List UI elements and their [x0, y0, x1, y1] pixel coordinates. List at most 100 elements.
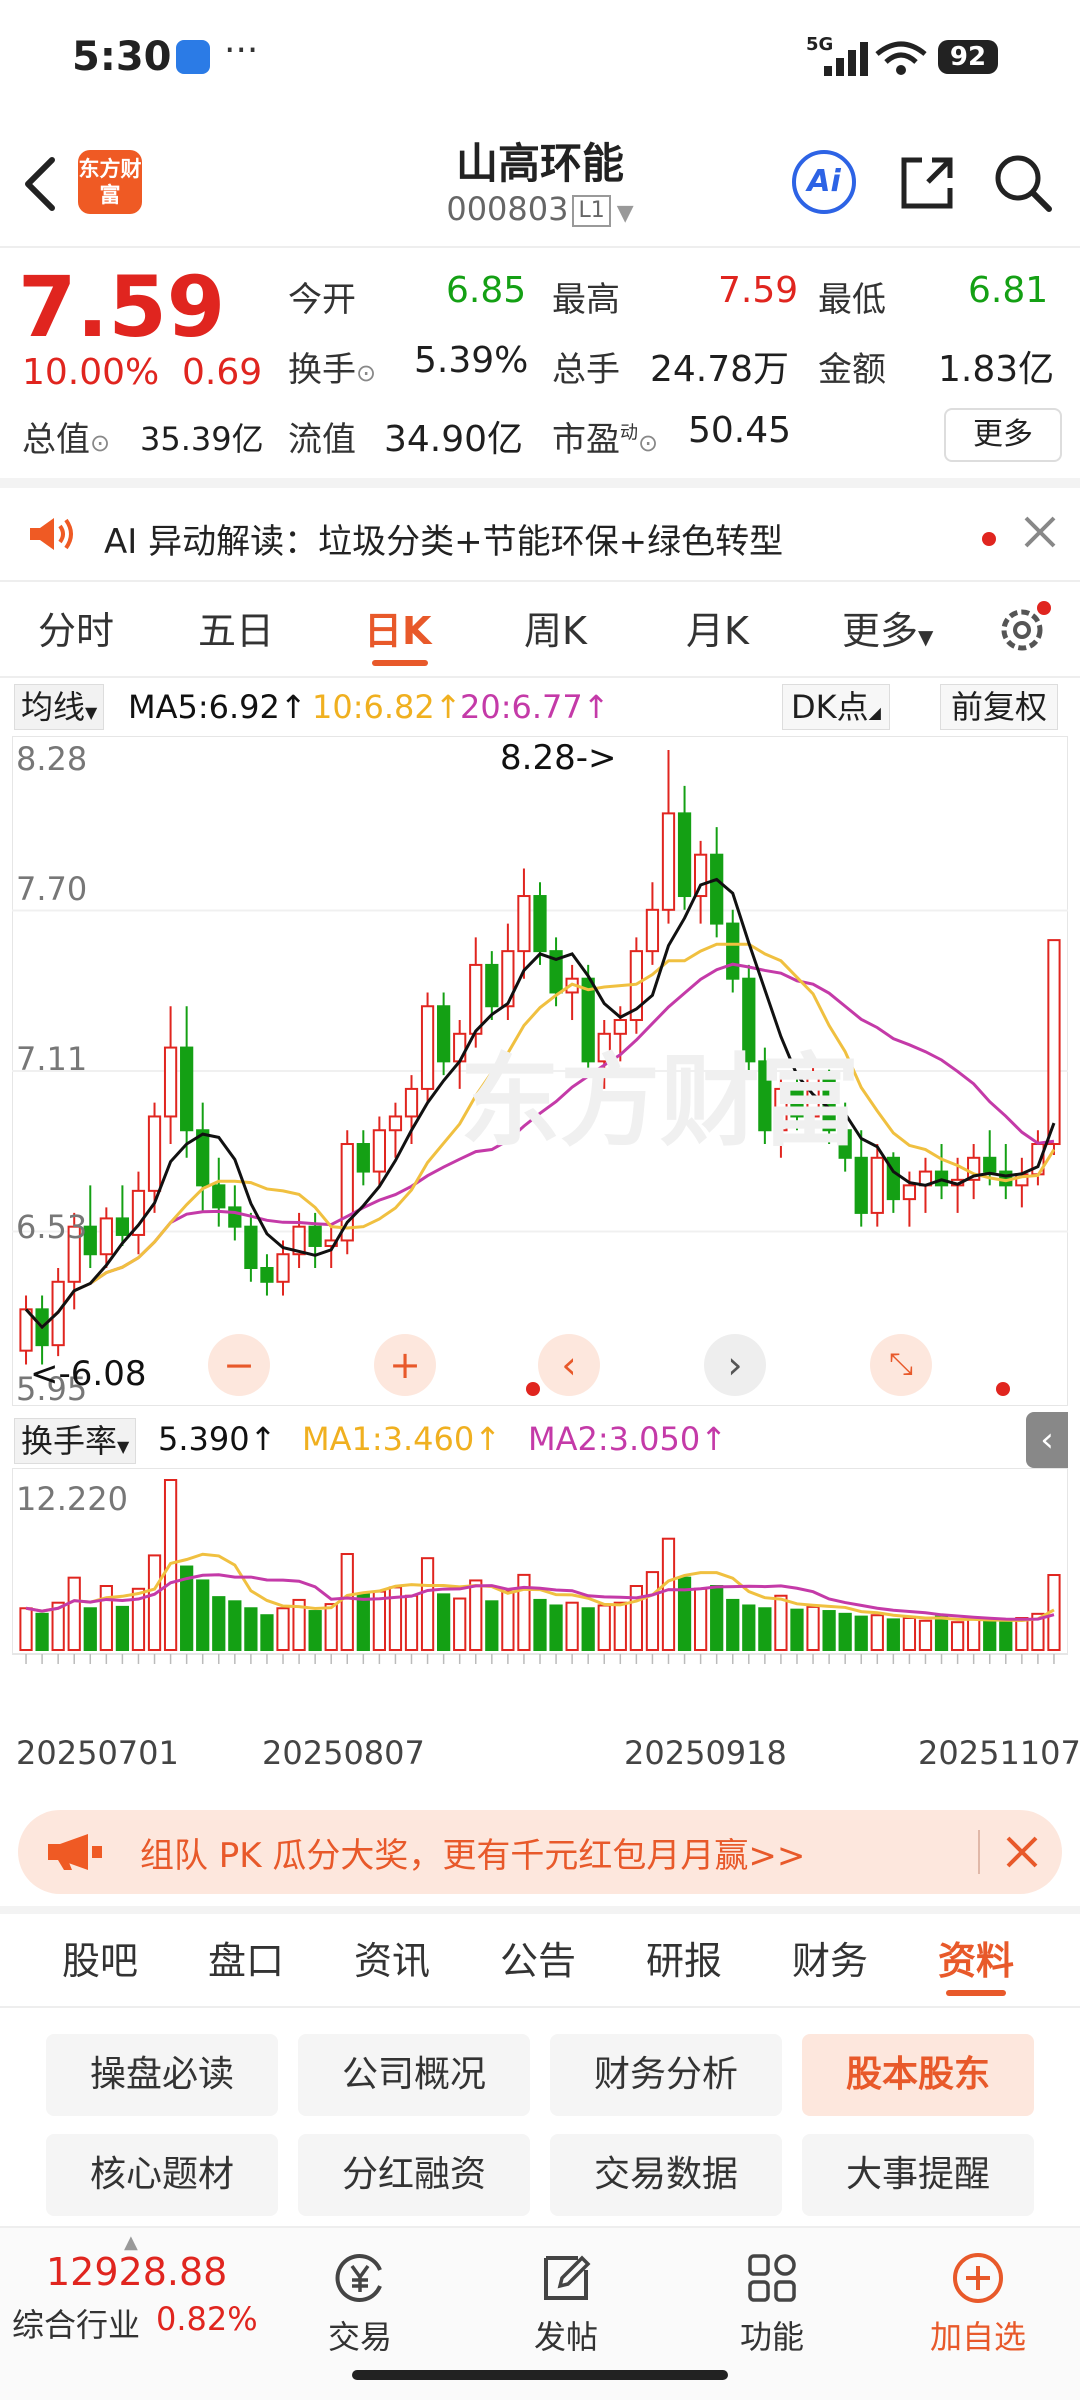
gear-icon[interactable] [996, 600, 1052, 656]
yuan-circle-icon [335, 2254, 382, 2302]
tab-announcements[interactable]: 公告 [500, 1939, 577, 1983]
candle-body [742, 977, 756, 1063]
candle-body [774, 1087, 788, 1132]
home-indicator [352, 2370, 728, 2380]
candle-body [1047, 939, 1061, 1146]
ma-select[interactable]: 均线▼ [14, 684, 105, 730]
event-marker[interactable] [526, 1382, 540, 1396]
btn-financial-analysis[interactable]: 财务分析 [550, 2034, 782, 2116]
candle-body [967, 1156, 981, 1181]
btn-event-reminders[interactable]: 大事提醒 [802, 2134, 1034, 2216]
turnover-bar [356, 1593, 370, 1651]
candle-body [163, 1046, 178, 1118]
candle-body [420, 1005, 435, 1090]
btn-company-overview[interactable]: 公司概况 [298, 2034, 530, 2116]
turnover-bar [83, 1607, 97, 1651]
turnover-bar [437, 1593, 451, 1651]
index-value[interactable]: 12928.88 [46, 2250, 228, 2294]
tab-research[interactable]: 研报 [646, 1939, 723, 1983]
close-icon[interactable] [1022, 514, 1058, 550]
btn-core-themes[interactable]: 核心题材 [46, 2134, 278, 2216]
high-label: 最高 [552, 280, 620, 320]
nav-trade[interactable]: 交易 [300, 2250, 420, 2358]
tab-more-periods[interactable]: 更多▼ [842, 609, 934, 653]
turnover-label: 换手⊙ [288, 350, 377, 390]
tab-profile[interactable]: 资料 [938, 1939, 1015, 1983]
nav-divider [0, 2226, 1080, 2228]
tab-guba[interactable]: 股吧 [62, 1939, 139, 1983]
turnover-bar [629, 1585, 643, 1651]
section-gap [0, 1906, 1080, 1914]
tab-news[interactable]: 资讯 [354, 1939, 431, 1983]
close-icon[interactable] [1004, 1834, 1040, 1870]
ma2-value: MA2:3.050↑ [528, 1420, 728, 1458]
turnover-bar [983, 1619, 997, 1652]
adjust-button[interactable]: 前复权 [940, 684, 1059, 730]
nav-add-watchlist[interactable]: 加自选 [918, 2250, 1038, 2358]
turnover-bar [276, 1607, 290, 1651]
chevron-up-icon[interactable]: ▲ [124, 2232, 138, 2253]
ma1-value: MA1:3.460↑ [302, 1420, 502, 1458]
back-arrow-icon[interactable] [20, 156, 60, 212]
turnover-bar [854, 1615, 868, 1651]
expand-panel-tab[interactable]: ‹ [1026, 1412, 1068, 1468]
scroll-right-button[interactable]: › [704, 1334, 766, 1396]
open-label: 今开 [288, 280, 356, 320]
nav-functions[interactable]: 功能 [712, 2250, 832, 2358]
candle-body [212, 1184, 226, 1209]
zoom-out-button[interactable]: − [208, 1334, 270, 1396]
turnover-chart[interactable] [12, 1468, 1068, 1788]
btn-trading-essentials[interactable]: 操盘必读 [46, 2034, 278, 2116]
turnover-bar [228, 1600, 242, 1651]
btn-shareholders[interactable]: 股本股东 [802, 2034, 1034, 2116]
candle-body [196, 1129, 210, 1187]
tab-monthly-k[interactable]: 月K [686, 609, 749, 653]
ai-assistant-button[interactable]: Ai [792, 150, 856, 214]
btn-trading-data[interactable]: 交易数据 [550, 2134, 782, 2216]
edit-icon [544, 2255, 591, 2300]
chevron-down-icon: ◢ [868, 703, 881, 722]
candle-body [693, 853, 708, 898]
tab-daily-k[interactable]: 日K [364, 609, 432, 653]
event-marker[interactable] [996, 1382, 1010, 1396]
level-badge: L1 [572, 195, 611, 227]
tab-finance[interactable]: 财务 [792, 1939, 869, 1983]
high-value: 7.59 [718, 270, 799, 311]
turnover-bar [677, 1576, 692, 1651]
kline-chart[interactable] [12, 736, 1068, 1406]
stock-code-row[interactable]: 000803 L1 ▼ [0, 190, 1080, 228]
tab-weekly-k[interactable]: 周K [524, 609, 587, 653]
btn-dividends-financing[interactable]: 分红融资 [298, 2134, 530, 2216]
promo-banner[interactable]: 组队 PK 瓜分大奖，更有千元红包月月赢>> [18, 1810, 1062, 1894]
turnover-bar [115, 1605, 130, 1651]
share-icon[interactable] [896, 152, 958, 214]
candle-body [147, 1115, 162, 1192]
dk-point-button[interactable]: DK点◢ [782, 684, 890, 730]
chevron-down-icon: ▼ [918, 625, 934, 649]
zoom-in-button[interactable]: + [374, 1334, 436, 1396]
stock-code: 000803 [446, 190, 569, 228]
info-icon: ⊙ [90, 429, 111, 457]
amount-value: 1.83亿 [938, 349, 1055, 390]
more-quote-button[interactable]: 更多 [944, 408, 1062, 462]
y-tick-4: 6.53 [16, 1208, 88, 1246]
turnover-bar [340, 1553, 354, 1651]
nav-post[interactable]: 发帖 [506, 2250, 626, 2358]
tab-five-day[interactable]: 五日 [198, 609, 275, 653]
scroll-left-button[interactable]: ‹ [538, 1334, 600, 1396]
watermark: 东方财富 [460, 1043, 860, 1160]
fullscreen-button[interactable]: ⤡ [870, 1334, 932, 1396]
ai-anomaly-banner[interactable]: AI 异动解读：垃圾分类+节能环保+绿色转型 [0, 488, 1080, 582]
stock-name: 山高环能 [455, 139, 624, 188]
turnover-bar [950, 1621, 965, 1651]
indicator-select[interactable]: 换手率▼ [14, 1418, 137, 1464]
tab-pankou[interactable]: 盘口 [208, 1939, 285, 1983]
search-icon[interactable] [992, 152, 1054, 214]
candle-body [131, 1189, 146, 1236]
x-date-1: 20250701 [16, 1734, 179, 1772]
tab-intraday[interactable]: 分时 [38, 609, 115, 653]
candle-body [726, 922, 740, 980]
active-tab-indicator [372, 660, 428, 666]
candle-body [67, 1225, 81, 1283]
turnover-bar [758, 1607, 772, 1651]
